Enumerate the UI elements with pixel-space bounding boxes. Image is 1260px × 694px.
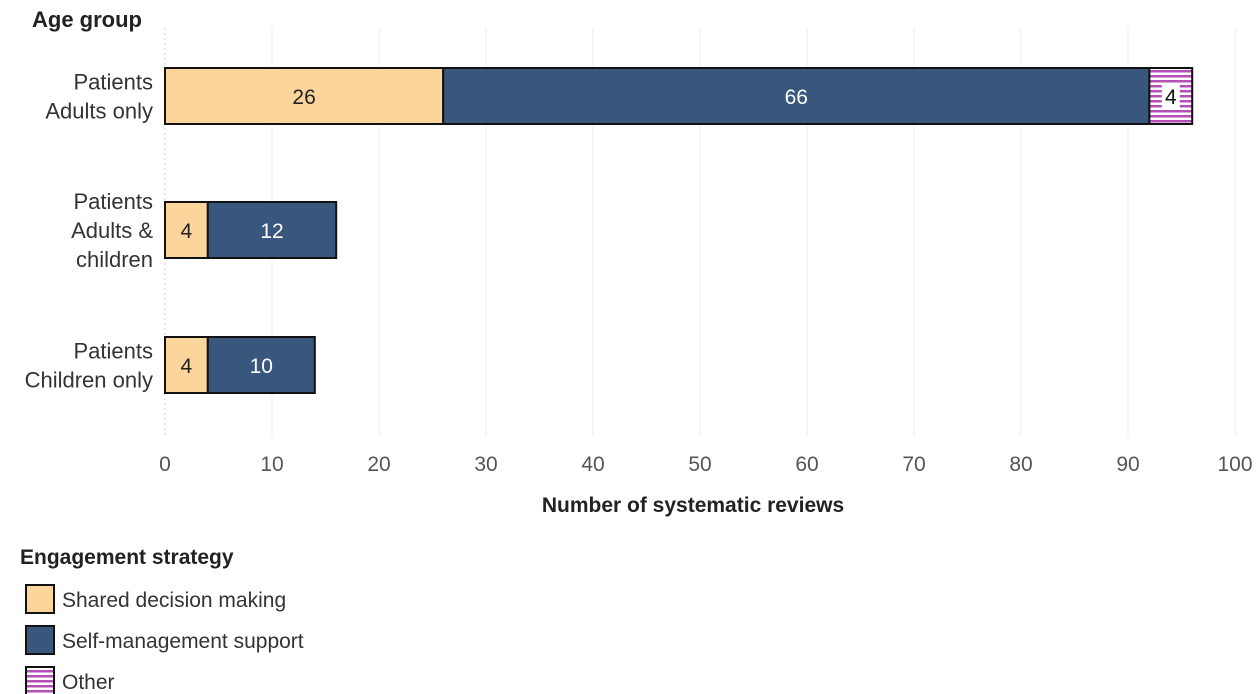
legend-label: Shared decision making (62, 589, 286, 612)
x-tick-label: 100 (1217, 453, 1252, 476)
bar-value-label: 66 (785, 86, 808, 109)
y-category-label: Adults & (71, 218, 153, 243)
bar-segment (206, 201, 338, 259)
legend-title: Engagement strategy (20, 546, 234, 569)
bar-value-label: 4 (181, 220, 193, 243)
legend-swatch (25, 625, 55, 655)
legend: Engagement strategy Shared decision maki… (20, 546, 304, 694)
y-category-label: Adults only (45, 99, 153, 124)
bars: 26 66 4 4 12 4 10 (164, 67, 1194, 394)
y-category-label: Patients (74, 189, 154, 214)
legend-swatch (25, 584, 55, 614)
y-category-label: Patients (74, 339, 154, 364)
bar-segment (164, 201, 209, 259)
bar-segment (164, 336, 209, 394)
legend-swatch (25, 666, 55, 694)
x-tick-label: 10 (260, 453, 283, 476)
x-tick-label: 70 (902, 453, 925, 476)
x-axis-ticks: 0 10 20 30 40 50 60 70 80 90 100 (159, 453, 1252, 476)
x-axis-title: Number of systematic reviews (542, 494, 844, 517)
bar-value-label: 12 (260, 220, 283, 243)
x-tick-label: 50 (688, 453, 711, 476)
bar-value-label: 10 (250, 355, 273, 378)
x-tick-label: 20 (367, 453, 390, 476)
bar-value-label: 4 (181, 355, 193, 378)
y-category-label: children (76, 247, 153, 272)
x-tick-label: 0 (159, 453, 171, 476)
x-tick-label: 80 (1009, 453, 1032, 476)
x-tick-label: 60 (795, 453, 818, 476)
x-tick-label: 90 (1116, 453, 1139, 476)
bar-label-background (1161, 83, 1180, 109)
y-category-label: Children only (25, 368, 153, 393)
bar-value-label: 4 (1165, 86, 1177, 109)
legend-label: Self-management support (62, 630, 304, 653)
x-tick-label: 40 (581, 453, 604, 476)
y-axis-title: Age group (32, 7, 142, 32)
bar-value-label: 26 (292, 86, 315, 109)
y-axis-labels: Patients Adults only Patients Adults & child… (25, 70, 154, 393)
x-tick-label: 30 (474, 453, 497, 476)
legend-label: Other (62, 671, 115, 694)
bar-segment (206, 336, 316, 394)
y-category-label: Patients (74, 70, 154, 95)
